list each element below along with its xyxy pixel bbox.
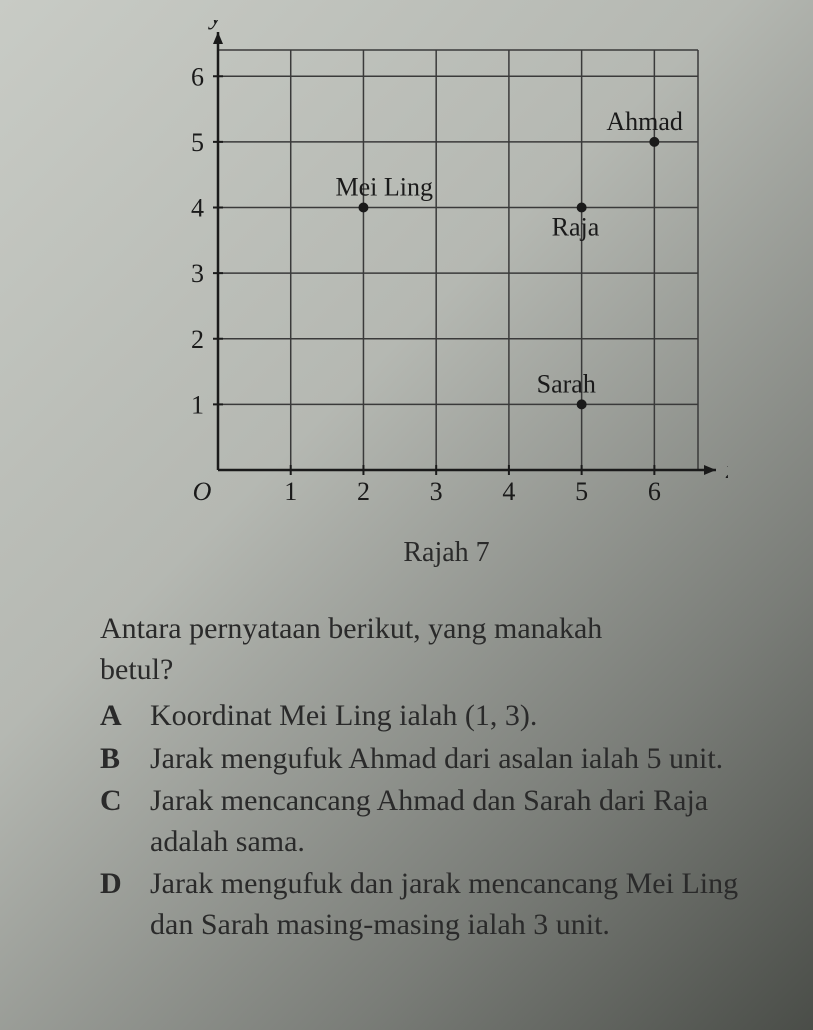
x-tick-label: 4 <box>502 477 515 506</box>
option-row: AKoordinat Mei Ling ialah (1, 3). <box>100 696 753 737</box>
point-label: Raja <box>552 213 600 242</box>
x-tick-label: 1 <box>284 477 297 506</box>
option-row: CJarak mencancang Ahmad dan Sarah dari R… <box>100 781 753 862</box>
option-text: Jarak mengufuk Ahmad dari asalan ialah 5… <box>150 739 753 780</box>
point-label: Ahmad <box>606 107 683 136</box>
question-block: Antara pernyataan berikut, yang manakah … <box>100 609 753 945</box>
x-axis-label: x <box>725 455 728 484</box>
option-row: BJarak mengufuk Ahmad dari asalan ialah … <box>100 739 753 780</box>
y-tick-label: 5 <box>191 128 204 157</box>
data-point <box>649 137 659 147</box>
coordinate-chart: 1 2 3 4 5 6 1 2 3 4 5 6 Ox y Mei Ling Ahmad Raja Sarah <box>170 20 728 514</box>
origin-label: O <box>193 477 212 506</box>
x-tick-label: 3 <box>430 477 443 506</box>
point-label: Sarah <box>537 369 596 398</box>
x-tick-label: 5 <box>575 477 588 506</box>
option-text: Koordinat Mei Ling ialah (1, 3). <box>150 696 753 737</box>
chart-container: 1 2 3 4 5 6 1 2 3 4 5 6 Ox y Mei Ling Ahmad Raja Sarah <box>170 20 753 519</box>
option-letter: B <box>100 739 150 780</box>
point-label: Mei Ling <box>335 173 433 202</box>
y-tick-label: 4 <box>191 194 204 223</box>
option-letter: A <box>100 696 150 737</box>
y-tick-label: 6 <box>191 62 204 91</box>
data-point <box>577 203 587 213</box>
y-tick-label: 3 <box>191 259 204 288</box>
y-axis-label: y <box>207 20 222 30</box>
option-row: DJarak mengufuk dan jarak mencancang Mei… <box>100 864 753 945</box>
options-list: AKoordinat Mei Ling ialah (1, 3).BJarak … <box>100 696 753 945</box>
x-tick-label: 6 <box>648 477 661 506</box>
question-stem-line1: Antara pernyataan berikut, yang manakah <box>100 609 753 650</box>
data-point <box>577 399 587 409</box>
x-tick-label: 2 <box>357 477 370 506</box>
option-text: Jarak mencancang Ahmad dan Sarah dari Ra… <box>150 781 753 862</box>
option-text: Jarak mengufuk dan jarak mencancang Mei … <box>150 864 753 945</box>
y-tick-label: 1 <box>191 390 204 419</box>
question-stem-line2: betul? <box>100 650 753 691</box>
option-letter: D <box>100 864 150 945</box>
option-letter: C <box>100 781 150 862</box>
data-point <box>358 203 368 213</box>
figure-caption: Rajah 7 <box>140 537 753 569</box>
y-tick-label: 2 <box>191 325 204 354</box>
